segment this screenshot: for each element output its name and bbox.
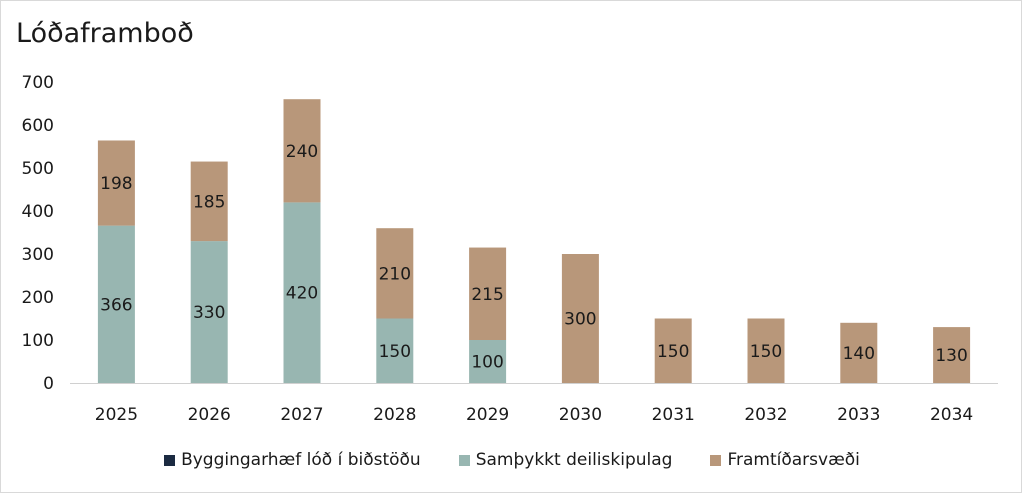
bar-segment (283, 202, 321, 383)
data-label: 366 (100, 295, 132, 315)
legend-item: Byggingarhæf lóð í biðstöðu (164, 450, 421, 470)
data-label: 420 (286, 284, 318, 304)
data-label: 300 (564, 310, 596, 330)
legend-label: Framtíðarsvæði (727, 450, 860, 470)
y-axis: 0 100 200 300 400 500 600 700 (22, 73, 54, 394)
chart-title: Lóðaframboð (16, 18, 194, 49)
x-tick-label: 2025 (95, 405, 138, 425)
x-tick-label: 2030 (559, 405, 602, 425)
data-label: 330 (193, 303, 225, 323)
x-tick-label: 2028 (373, 405, 416, 425)
legend-label: Samþykkt deiliskipulag (475, 450, 673, 470)
bar-segment (840, 322, 878, 383)
x-axis: 2025 2026 2027 2028 2029 2030 2031 2032 2033 2034 (70, 383, 998, 425)
legend-item: Framtíðarsvæði (710, 450, 860, 470)
x-tick-label: 2027 (280, 405, 323, 425)
bar-segment (283, 99, 321, 203)
bar-segment (190, 241, 228, 383)
y-tick-label: 500 (22, 159, 54, 179)
y-tick-label: 400 (22, 202, 54, 222)
bar-segment (376, 228, 414, 319)
y-tick-label: 600 (22, 116, 54, 136)
data-label: 140 (843, 344, 875, 364)
legend-swatch (710, 454, 722, 466)
legend-swatch (458, 454, 470, 466)
data-label: 240 (286, 142, 318, 162)
bar-segment (97, 225, 135, 383)
data-label: 215 (471, 285, 503, 305)
bar-segment (561, 254, 599, 383)
data-label: 150 (750, 342, 782, 362)
x-tick-label: 2026 (188, 405, 231, 425)
data-label: 130 (935, 346, 967, 366)
x-tick-label: 2033 (837, 405, 880, 425)
legend-swatch (164, 454, 176, 466)
legend-label: Byggingarhæf lóð í biðstöðu (181, 450, 421, 470)
data-label: 100 (471, 353, 503, 373)
data-label: 185 (193, 192, 225, 212)
bar-segment (933, 327, 971, 383)
bar-segment (747, 318, 785, 383)
bar-segment (376, 318, 414, 383)
y-tick-label: 300 (22, 245, 54, 265)
y-tick-label: 700 (22, 73, 54, 93)
legend-item: Samþykkt deiliskipulag (458, 450, 673, 470)
data-label: 198 (100, 174, 132, 194)
legend: Byggingarhæf lóð í biðstöðu Samþykkt deil… (0, 450, 1024, 470)
bar-segment (190, 161, 228, 242)
x-tick-label: 2032 (744, 405, 787, 425)
bar-segment (469, 340, 507, 383)
bar-segment (97, 140, 135, 226)
bar-segment (469, 247, 507, 340)
bars: 366 198 330 185 420 240 150 210 100 215 300 150 150 1… (97, 99, 971, 383)
data-label: 150 (379, 342, 411, 362)
x-tick-label: 2034 (930, 405, 973, 425)
y-tick-label: 0 (43, 374, 54, 394)
data-label: 150 (657, 342, 689, 362)
x-tick-label: 2031 (652, 405, 695, 425)
x-tick-label: 2029 (466, 405, 509, 425)
data-label: 210 (379, 264, 411, 284)
y-tick-label: 200 (22, 288, 54, 308)
bar-segment (654, 318, 692, 383)
y-tick-label: 100 (22, 331, 54, 351)
